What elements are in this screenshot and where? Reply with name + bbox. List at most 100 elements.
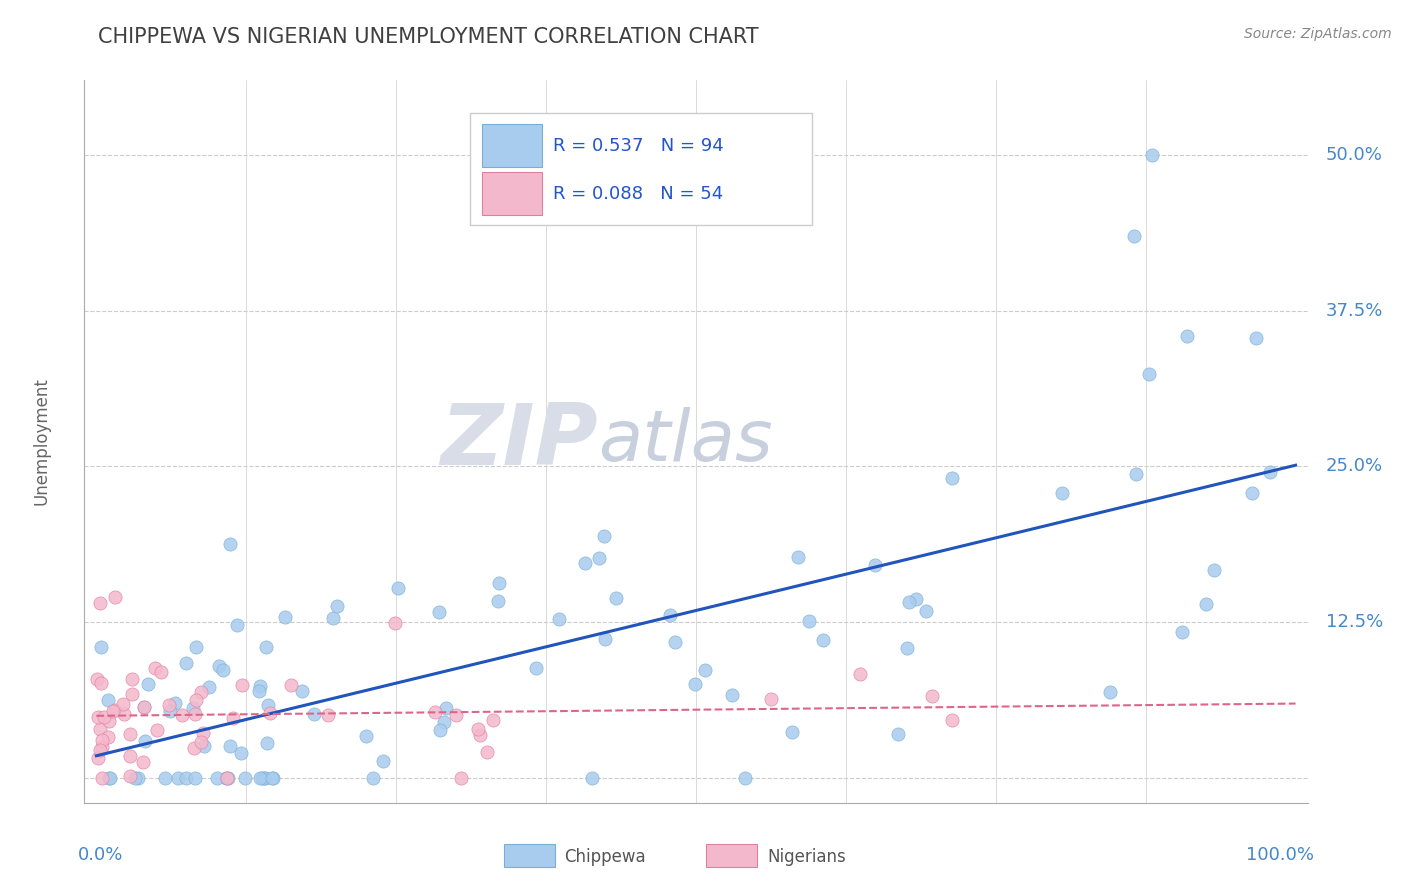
- Text: Source: ZipAtlas.com: Source: ZipAtlas.com: [1244, 27, 1392, 41]
- Text: R = 0.088   N = 54: R = 0.088 N = 54: [553, 185, 723, 202]
- Point: [302, 706, 325, 721]
- Point: [429, 723, 451, 737]
- Point: [371, 754, 394, 768]
- Text: atlas: atlas: [598, 407, 773, 476]
- Point: [524, 661, 547, 675]
- Point: [205, 771, 228, 785]
- Point: [659, 607, 682, 622]
- Point: [322, 610, 344, 624]
- Point: [134, 734, 156, 748]
- Point: [183, 741, 205, 756]
- Point: [1050, 486, 1073, 500]
- Point: [98, 714, 121, 728]
- Point: [153, 771, 176, 785]
- Point: [103, 704, 125, 718]
- Point: [225, 618, 247, 632]
- Point: [146, 723, 169, 738]
- Point: [212, 663, 235, 677]
- Point: [97, 692, 120, 706]
- Point: [436, 701, 458, 715]
- Point: [111, 697, 134, 711]
- Point: [664, 635, 686, 649]
- Text: Nigerians: Nigerians: [766, 848, 845, 866]
- Text: 37.5%: 37.5%: [1326, 301, 1384, 319]
- Point: [93, 710, 115, 724]
- Point: [387, 581, 409, 595]
- Point: [121, 687, 143, 701]
- Point: [166, 771, 188, 785]
- Point: [174, 771, 197, 785]
- Point: [1170, 624, 1192, 639]
- Point: [249, 771, 271, 785]
- Text: 0.0%: 0.0%: [79, 847, 124, 864]
- Point: [1137, 367, 1160, 381]
- Point: [450, 771, 472, 785]
- Point: [118, 727, 141, 741]
- Point: [233, 771, 256, 785]
- Point: [89, 722, 111, 736]
- Point: [759, 691, 782, 706]
- Point: [215, 771, 238, 785]
- Point: [427, 605, 450, 619]
- Point: [253, 771, 276, 785]
- FancyBboxPatch shape: [482, 124, 541, 167]
- Point: [941, 713, 963, 727]
- Point: [98, 771, 121, 785]
- Point: [87, 751, 110, 765]
- Point: [124, 771, 146, 785]
- Point: [547, 611, 569, 625]
- Point: [780, 724, 803, 739]
- Point: [849, 666, 872, 681]
- Point: [193, 726, 215, 740]
- Point: [90, 676, 112, 690]
- Text: Unemployment: Unemployment: [32, 377, 51, 506]
- Point: [112, 706, 135, 721]
- Point: [91, 771, 114, 785]
- Point: [221, 711, 243, 725]
- Point: [89, 597, 111, 611]
- Point: [87, 710, 110, 724]
- FancyBboxPatch shape: [503, 844, 555, 867]
- Point: [1260, 465, 1282, 479]
- Point: [217, 771, 239, 785]
- Point: [1244, 331, 1267, 345]
- Point: [184, 640, 207, 655]
- Point: [291, 684, 314, 698]
- Point: [1098, 684, 1121, 698]
- Point: [921, 690, 943, 704]
- Text: 25.0%: 25.0%: [1326, 458, 1384, 475]
- Point: [190, 684, 212, 698]
- Point: [1204, 563, 1226, 577]
- Point: [176, 656, 198, 670]
- Point: [904, 591, 927, 606]
- Point: [896, 640, 918, 655]
- Point: [90, 733, 112, 747]
- Point: [356, 729, 378, 743]
- Point: [444, 707, 467, 722]
- Point: [132, 755, 155, 769]
- Point: [574, 556, 596, 570]
- Point: [280, 678, 302, 692]
- Point: [165, 696, 187, 710]
- Point: [863, 558, 886, 572]
- Point: [941, 471, 963, 485]
- Point: [207, 658, 229, 673]
- Point: [488, 576, 510, 591]
- Point: [433, 714, 456, 729]
- Point: [104, 591, 127, 605]
- Point: [249, 679, 271, 693]
- FancyBboxPatch shape: [470, 112, 813, 225]
- Point: [257, 698, 280, 713]
- Point: [120, 749, 142, 764]
- Text: 100.0%: 100.0%: [1246, 847, 1313, 864]
- Text: R = 0.537   N = 94: R = 0.537 N = 94: [553, 137, 724, 155]
- Text: CHIPPEWA VS NIGERIAN UNEMPLOYMENT CORRELATION CHART: CHIPPEWA VS NIGERIAN UNEMPLOYMENT CORREL…: [98, 27, 759, 46]
- Point: [316, 708, 339, 723]
- Point: [481, 713, 503, 727]
- Point: [104, 703, 127, 717]
- Point: [262, 771, 284, 785]
- Point: [488, 594, 510, 608]
- Point: [127, 771, 149, 785]
- Point: [121, 672, 143, 686]
- Text: 50.0%: 50.0%: [1326, 146, 1384, 164]
